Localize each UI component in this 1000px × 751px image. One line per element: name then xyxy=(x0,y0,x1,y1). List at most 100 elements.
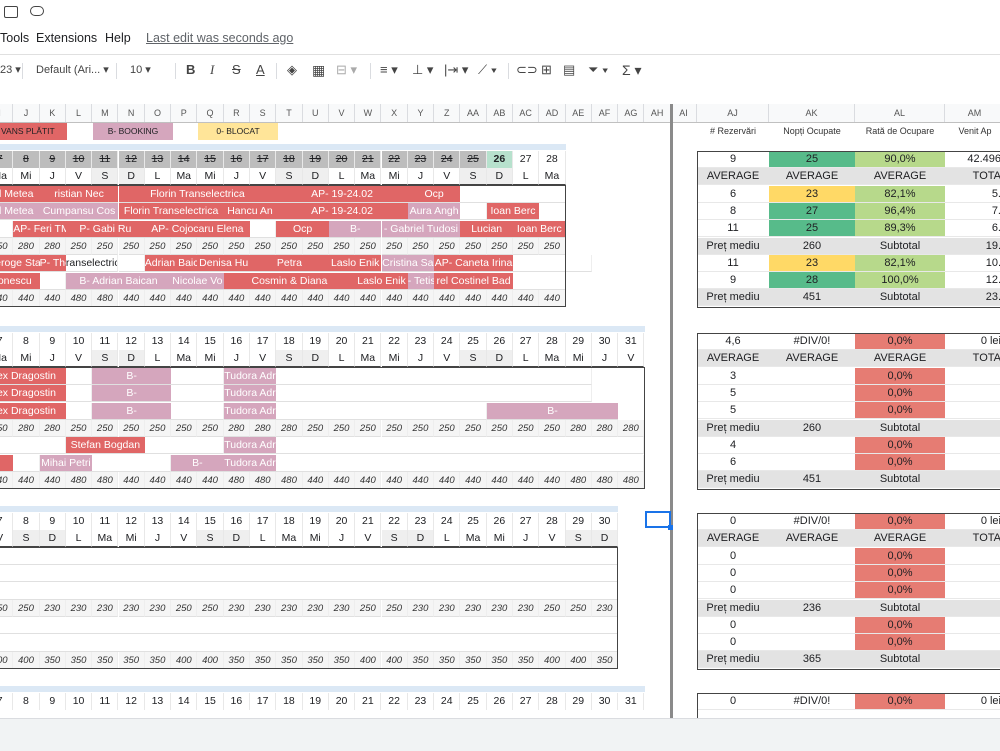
column-header-p[interactable]: P xyxy=(171,104,198,122)
summary-cell[interactable] xyxy=(945,437,1000,454)
summary-cell[interactable]: 5. xyxy=(945,186,1000,203)
column-header-ak[interactable]: AK xyxy=(769,104,855,122)
summary-cell[interactable]: #DIV/0! xyxy=(769,693,855,710)
summary-cell[interactable] xyxy=(945,385,1000,402)
summary-cell[interactable]: 0 xyxy=(697,582,769,600)
booking-cell[interactable]: B- xyxy=(92,402,172,420)
booking-cell[interactable]: Cristina Sa xyxy=(381,255,435,273)
booking-cell[interactable] xyxy=(0,548,619,565)
summary-cell[interactable]: 0 lei xyxy=(945,513,1000,530)
booking-cell[interactable] xyxy=(92,454,172,472)
summary-cell[interactable]: Subtotal xyxy=(855,651,945,669)
summary-cell[interactable] xyxy=(769,402,855,420)
booking-cell[interactable]: Laslo Enik xyxy=(328,255,382,273)
column-header-z[interactable]: Z xyxy=(434,104,461,122)
column-header-y[interactable]: Y xyxy=(408,104,435,122)
booking-cell[interactable]: Cumpansu Cos xyxy=(39,203,119,221)
summary-cell[interactable]: 11 xyxy=(697,255,769,272)
summary-cell[interactable] xyxy=(769,437,855,454)
column-header-ad[interactable]: AD xyxy=(539,104,566,122)
summary-cell[interactable] xyxy=(945,599,1000,617)
summary-cell[interactable]: 3 xyxy=(697,368,769,385)
summary-cell[interactable]: 0 lei xyxy=(945,333,1000,350)
summary-cell[interactable] xyxy=(769,368,855,385)
booking-cell[interactable]: Stefan Bogdan xyxy=(65,437,145,455)
summary-cell[interactable]: TOTA xyxy=(945,530,1000,548)
summary-cell[interactable]: 90,0% xyxy=(855,151,945,168)
column-header-af[interactable]: AF xyxy=(592,104,619,122)
column-header-n[interactable]: N xyxy=(119,104,145,122)
summary-cell[interactable]: 0,0% xyxy=(855,367,945,385)
booking-cell[interactable]: Cosmin & Diana xyxy=(223,272,356,290)
summary-cell[interactable] xyxy=(945,368,1000,385)
horizontal-align-icon[interactable]: ≡ ▾ xyxy=(380,62,398,77)
bold-icon[interactable]: B xyxy=(186,62,196,77)
summary-cell[interactable]: 0,0% xyxy=(855,564,945,582)
summary-cell[interactable]: 10. xyxy=(945,255,1000,272)
booking-cell[interactable] xyxy=(65,368,93,385)
summary-cell[interactable]: 25 xyxy=(769,151,855,168)
borders-icon[interactable]: ▦ xyxy=(312,62,326,78)
booking-cell[interactable]: Adrian Baic xyxy=(144,255,198,273)
summary-cell[interactable]: 0,0% xyxy=(855,436,945,454)
booking-cell[interactable]: el Metea xyxy=(0,186,40,203)
column-header-ac[interactable]: AC xyxy=(513,104,540,122)
summary-cell[interactable]: 451 xyxy=(769,289,855,307)
summary-cell[interactable]: 23. xyxy=(945,289,1000,307)
summary-cell[interactable]: 365 xyxy=(769,651,855,669)
column-header-i[interactable]: I xyxy=(0,104,14,122)
summary-cell[interactable]: 23 xyxy=(769,185,855,203)
summary-cell[interactable]: 0 xyxy=(697,693,769,710)
summary-cell[interactable] xyxy=(769,565,855,582)
booking-cell[interactable]: Denisa Hu xyxy=(197,255,250,273)
booking-cell[interactable]: Ioan Berc xyxy=(486,203,540,221)
booking-cell[interactable] xyxy=(0,220,14,238)
summary-cell[interactable]: 23 xyxy=(769,254,855,272)
summary-cell[interactable]: 0 xyxy=(697,513,769,530)
summary-cell[interactable] xyxy=(769,617,855,634)
summary-cell[interactable]: TOTA xyxy=(945,350,1000,368)
summary-cell[interactable]: 82,1% xyxy=(855,185,945,203)
summary-cell[interactable] xyxy=(769,454,855,472)
summary-cell[interactable]: Preț mediu xyxy=(697,471,769,489)
booking-cell[interactable]: Ocp xyxy=(276,220,329,238)
summary-cell[interactable]: TOTA xyxy=(945,168,1000,186)
booking-cell[interactable]: ex Dragostin xyxy=(0,402,66,420)
merge-cells-icon[interactable]: ⊟ ▾ xyxy=(336,62,358,77)
summary-cell[interactable]: 89,3% xyxy=(855,220,945,238)
summary-cell[interactable]: 25 xyxy=(769,220,855,238)
booking-cell[interactable] xyxy=(513,255,592,273)
booking-cell[interactable]: ex Dragostin xyxy=(0,385,66,403)
summary-cell[interactable]: Preț mediu xyxy=(697,599,769,617)
booking-cell[interactable]: ex Dragostin xyxy=(0,368,66,385)
booking-cell[interactable]: ristian Nec xyxy=(39,186,119,203)
booking-cell[interactable] xyxy=(171,385,224,403)
summary-cell[interactable]: 9 xyxy=(697,151,769,168)
booking-cell[interactable] xyxy=(171,402,224,420)
booking-cell[interactable] xyxy=(13,454,40,472)
summary-cell[interactable]: 28 xyxy=(769,272,855,290)
summary-cell[interactable]: AVERAGE xyxy=(697,168,769,186)
booking-cell[interactable]: Hancu An xyxy=(223,203,277,221)
booking-cell[interactable] xyxy=(0,582,619,600)
booking-cell[interactable] xyxy=(276,368,592,385)
booking-cell[interactable]: B- xyxy=(92,368,172,385)
column-header-v[interactable]: V xyxy=(329,104,356,122)
text-color-icon[interactable]: A xyxy=(256,62,265,77)
summary-cell[interactable]: Preț mediu xyxy=(697,289,769,307)
summary-cell[interactable]: 0,0% xyxy=(855,454,945,472)
column-header-aa[interactable]: AA xyxy=(460,104,487,122)
summary-cell[interactable]: 82,1% xyxy=(855,254,945,272)
booking-cell[interactable]: Lucian xyxy=(460,220,513,238)
summary-cell[interactable] xyxy=(945,548,1000,565)
booking-cell[interactable] xyxy=(460,203,487,221)
column-header-q[interactable]: Q xyxy=(197,104,224,122)
booking-cell[interactable]: AP- Caneta Irina xyxy=(434,255,513,273)
summary-cell[interactable]: 260 xyxy=(769,237,855,255)
summary-cell[interactable]: Preț mediu xyxy=(697,419,769,437)
summary-cell[interactable]: 0,0% xyxy=(855,693,945,710)
summary-cell[interactable]: AVERAGE xyxy=(769,168,855,186)
summary-cell[interactable]: AVERAGE xyxy=(697,530,769,548)
summary-cell[interactable] xyxy=(945,617,1000,634)
summary-cell[interactable]: 5 xyxy=(697,402,769,420)
